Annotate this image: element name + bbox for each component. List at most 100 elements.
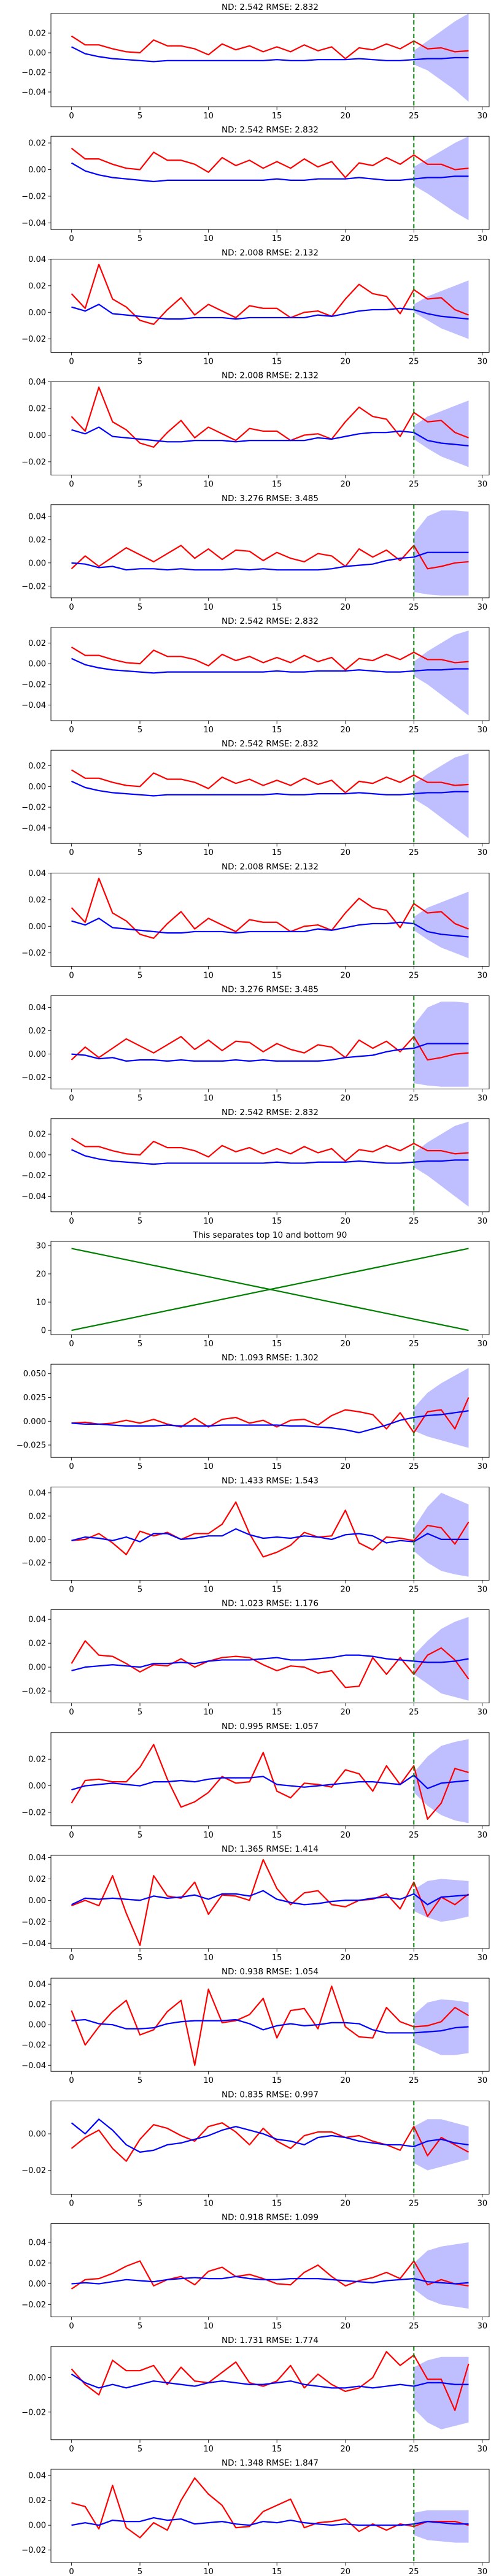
- x-tick-label: 5: [137, 1462, 142, 1471]
- x-tick-label: 5: [137, 1708, 142, 1717]
- x-tick-label: 20: [340, 1094, 350, 1103]
- x-tick-label: 10: [203, 480, 214, 489]
- x-tick-label: 5: [137, 603, 142, 612]
- axes-frame: [50, 995, 490, 1090]
- subplot-title: ND: 1.365 RMSE: 1.414: [222, 1844, 319, 1854]
- subplot-title: This separates top 10 and bottom 90: [193, 1230, 347, 1240]
- axes-frame: [50, 1363, 490, 1458]
- series-line-1: [71, 2122, 470, 2162]
- axes-frame: [50, 381, 490, 476]
- subplot-5: ND: 3.276 RMSE: 3.485 0 5 10 15 20 25 30 −0.02 0.…: [21, 494, 490, 612]
- subplot-21: ND: 1.348 RMSE: 1.847 0 5 10 15 20 25 30 −0.02 0.…: [21, 2458, 490, 2576]
- x-tick-label: 15: [272, 603, 282, 612]
- x-tick-label: 15: [272, 1953, 282, 1963]
- y-tick-label: −0.02: [21, 1073, 46, 1083]
- forecast-band: [414, 1492, 469, 1577]
- axes-frame: [50, 1241, 490, 1335]
- series-line-2: [71, 2373, 469, 2389]
- axes-frame: [50, 2223, 490, 2318]
- x-tick-label: 20: [340, 2199, 350, 2208]
- x-tick-label: 0: [69, 2567, 74, 2576]
- subplot-title: ND: 1.433 RMSE: 1.543: [222, 1476, 319, 1485]
- x-tick-label: 30: [477, 603, 488, 612]
- axes-frame: [50, 13, 490, 107]
- axes-frame: [50, 258, 490, 353]
- x-tick-label: 15: [272, 2076, 282, 2085]
- forecast-band: [414, 2356, 469, 2429]
- x-tick-label: 20: [340, 1340, 350, 1349]
- series-line-2: [71, 657, 469, 674]
- axes-frame: [50, 627, 490, 721]
- x-tick-label: 15: [272, 1217, 282, 1226]
- y-tick-label: 0.02: [28, 535, 46, 545]
- y-tick-label: 0: [41, 1327, 46, 1336]
- x-tick-label: 0: [69, 357, 74, 366]
- y-tick-label: −0.04: [21, 701, 46, 710]
- x-tick-label: 15: [272, 1831, 282, 1840]
- x-tick-label: 15: [272, 2567, 282, 2576]
- x-tick-label: 15: [272, 971, 282, 980]
- y-tick-label: 0.02: [28, 895, 46, 905]
- x-tick-label: 15: [272, 480, 282, 489]
- x-tick-label: 30: [477, 2322, 488, 2331]
- x-tick-label: 15: [272, 112, 282, 121]
- subplot-title: ND: 3.276 RMSE: 3.485: [222, 985, 319, 995]
- y-tick-label: 0.00: [28, 2021, 46, 2030]
- series-line-2: [71, 1043, 469, 1062]
- x-tick-label: 10: [203, 1462, 214, 1471]
- x-tick-label: 10: [203, 1217, 214, 1226]
- y-tick-label: 0.02: [28, 29, 46, 39]
- series-line-2: [71, 918, 469, 938]
- y-tick-label: −0.02: [21, 1918, 46, 1927]
- subplot-title: ND: 2.542 RMSE: 2.832: [222, 1108, 319, 1117]
- x-tick-label: 30: [477, 1708, 488, 1717]
- x-tick-label: 30: [477, 1953, 488, 1963]
- y-tick-label: 0.02: [28, 1875, 46, 1884]
- y-tick-label: −0.02: [21, 2408, 46, 2417]
- x-tick-label: 15: [272, 726, 282, 735]
- x-tick-label: 20: [340, 2322, 350, 2331]
- x-tick-label: 10: [203, 848, 214, 857]
- forecast-band: [414, 631, 469, 716]
- subplot-15: ND: 0.995 RMSE: 1.057 0 5 10 15 20 25 30 −0.02 0.…: [21, 1722, 490, 1840]
- series-line-2: [71, 780, 469, 797]
- y-tick-label: −0.02: [21, 69, 46, 78]
- forecast-band: [414, 1879, 469, 1922]
- x-tick-label: 10: [203, 234, 214, 243]
- x-tick-label: 30: [477, 1094, 488, 1103]
- x-tick-label: 30: [477, 234, 488, 243]
- x-tick-label: 0: [69, 1217, 74, 1226]
- subplot-title: ND: 0.835 RMSE: 0.997: [222, 2090, 319, 2099]
- x-tick-label: 10: [203, 971, 214, 980]
- subplot-title: ND: 2.542 RMSE: 2.832: [222, 125, 319, 135]
- x-tick-label: 15: [272, 1340, 282, 1349]
- x-tick-label: 30: [477, 357, 488, 366]
- x-tick-label: 30: [477, 848, 488, 857]
- axes-frame: [50, 1118, 490, 1213]
- subplot-7: ND: 2.542 RMSE: 2.832 0 5 10 15 20 25 30 −0.04 −0…: [21, 739, 490, 857]
- x-tick-label: 25: [409, 1340, 419, 1349]
- series-line-1: [71, 1744, 469, 1820]
- y-tick-label: −0.04: [21, 1192, 46, 1202]
- y-tick-label: 20: [36, 1270, 46, 1279]
- x-tick-label: 25: [409, 357, 419, 366]
- series-line-1: [71, 1397, 470, 1433]
- y-tick-label: 0.02: [28, 405, 46, 414]
- series-line-2: [71, 1890, 469, 1906]
- series-line-1: [71, 877, 469, 939]
- x-tick-label: 0: [69, 1340, 74, 1349]
- x-tick-label: 20: [340, 726, 350, 735]
- y-tick-label: 0.02: [28, 282, 46, 291]
- x-tick-label: 0: [69, 2199, 74, 2208]
- axes-frame: [50, 2100, 490, 2195]
- x-tick-label: 0: [69, 1953, 74, 1963]
- subplot-title: ND: 1.348 RMSE: 1.847: [222, 2458, 319, 2468]
- y-tick-label: 0.00: [28, 783, 46, 792]
- y-tick-label: −0.04: [21, 824, 46, 833]
- x-tick-label: 0: [69, 726, 74, 735]
- x-tick-label: 10: [203, 1094, 214, 1103]
- x-tick-label: 10: [203, 1953, 214, 1963]
- x-tick-label: 20: [340, 1953, 350, 1963]
- x-tick-label: 15: [272, 2445, 282, 2454]
- y-tick-label: 0.04: [28, 869, 46, 878]
